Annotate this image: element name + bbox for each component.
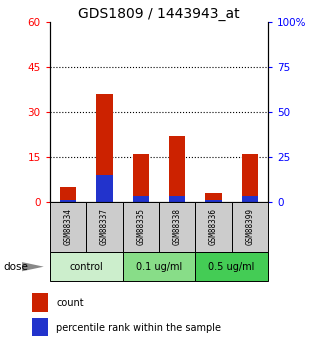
- Text: control: control: [69, 262, 103, 272]
- Polygon shape: [22, 262, 44, 271]
- Text: 0.1 ug/ml: 0.1 ug/ml: [136, 262, 182, 272]
- FancyBboxPatch shape: [50, 202, 86, 252]
- FancyBboxPatch shape: [159, 202, 195, 252]
- Bar: [133, 196, 149, 202]
- Text: GSM88399: GSM88399: [245, 208, 254, 245]
- Bar: [169, 136, 185, 202]
- FancyBboxPatch shape: [86, 202, 123, 252]
- Bar: [96, 175, 113, 202]
- Text: GSM88335: GSM88335: [136, 208, 145, 245]
- Bar: [133, 154, 149, 202]
- FancyBboxPatch shape: [123, 252, 195, 281]
- Bar: [169, 196, 185, 202]
- Text: 0.5 ug/ml: 0.5 ug/ml: [208, 262, 255, 272]
- Bar: [96, 94, 113, 202]
- FancyBboxPatch shape: [195, 202, 232, 252]
- Bar: [32, 293, 48, 312]
- Bar: [242, 196, 258, 202]
- Text: GSM88337: GSM88337: [100, 208, 109, 245]
- Text: GSM88336: GSM88336: [209, 208, 218, 245]
- Bar: [32, 318, 48, 336]
- FancyBboxPatch shape: [50, 252, 123, 281]
- Title: GDS1809 / 1443943_at: GDS1809 / 1443943_at: [78, 7, 240, 21]
- Text: GSM88334: GSM88334: [64, 208, 73, 245]
- FancyBboxPatch shape: [232, 202, 268, 252]
- Bar: [205, 200, 221, 202]
- Text: percentile rank within the sample: percentile rank within the sample: [56, 323, 221, 333]
- Bar: [60, 200, 76, 202]
- Bar: [205, 193, 221, 202]
- Text: dose: dose: [3, 262, 28, 272]
- FancyBboxPatch shape: [123, 202, 159, 252]
- Bar: [242, 154, 258, 202]
- Text: GSM88338: GSM88338: [173, 208, 182, 245]
- Bar: [60, 187, 76, 202]
- Text: count: count: [56, 298, 84, 308]
- FancyBboxPatch shape: [195, 252, 268, 281]
